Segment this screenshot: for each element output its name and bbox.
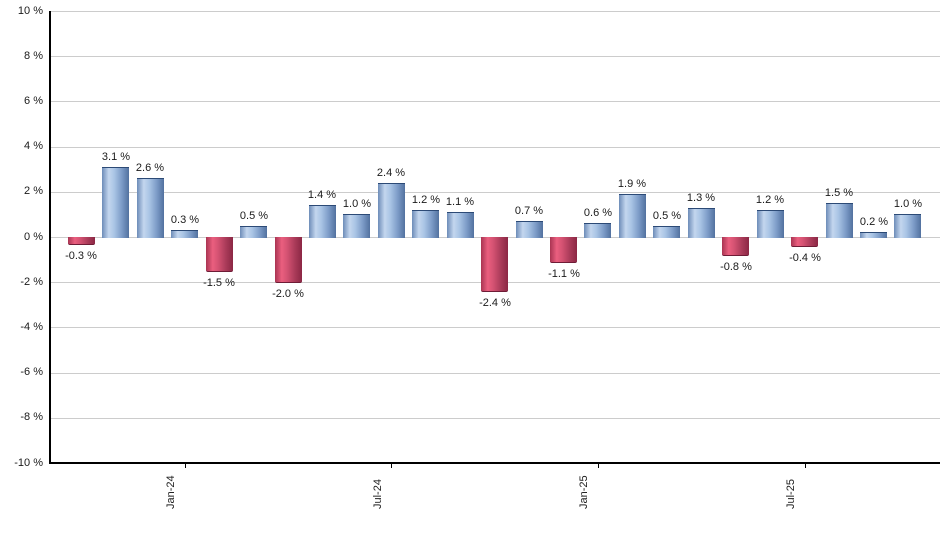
bar [171,230,198,238]
bar [584,223,611,238]
bar-value-label: 3.1 % [101,151,131,163]
bar-value-label: 1.1 % [445,196,475,208]
bar-value-label: -1.1 % [548,268,580,280]
bar [860,232,887,238]
bar-value-label: 0.3 % [170,214,200,226]
x-tick-label: Jul-24 [372,479,384,509]
x-tick-mark [391,463,392,468]
grid-line [49,418,940,419]
y-tick-label: 8 % [24,50,43,62]
bar [619,194,646,238]
x-axis-line [49,462,940,464]
grid-line [49,192,940,193]
bar [309,205,336,238]
bar [516,221,543,238]
bar-value-label: 1.9 % [617,178,647,190]
y-tick-label: 6 % [24,95,43,107]
bar-value-label: 0.5 % [652,210,682,222]
bar-value-label: -0.3 % [65,250,97,262]
y-tick-label: -4 % [20,321,43,333]
bar-value-label: -2.4 % [479,297,511,309]
bar [688,208,715,238]
bar-value-label: 0.2 % [859,216,889,228]
x-tick-mark [598,463,599,468]
y-tick-label: 4 % [24,140,43,152]
bar-value-label: 1.0 % [342,198,372,210]
bar-value-label: 1.0 % [893,198,923,210]
grid-line [49,101,940,102]
bar-value-label: -0.8 % [720,261,752,273]
bar-value-label: 2.6 % [135,162,165,174]
bar [412,210,439,238]
bar [378,183,405,238]
grid-line [49,11,940,12]
grid-line [49,327,940,328]
y-tick-label: -8 % [20,411,43,423]
grid-line [49,147,940,148]
bar-value-label: -2.0 % [272,288,304,300]
bar [275,237,302,283]
bar [206,237,233,272]
bar-value-label: 2.4 % [376,167,406,179]
grid-line [49,373,940,374]
y-tick-label: 10 % [17,5,43,17]
bar [481,237,508,292]
bar [137,178,164,238]
bar-value-label: -0.4 % [789,252,821,264]
bar [757,210,784,238]
bar [791,237,818,247]
y-axis-line [49,11,51,463]
bar [68,237,95,245]
bar [894,214,921,238]
x-tick-label: Jan-25 [578,475,590,509]
bar-value-label: 1.2 % [411,194,441,206]
x-tick-mark [805,463,806,468]
bar [826,203,853,238]
bar [343,214,370,238]
bar [447,212,474,238]
x-tick-label: Jan-24 [165,475,177,509]
y-tick-label: 0 % [24,231,43,243]
bar-value-label: 1.4 % [307,189,337,201]
bar-value-label: 1.2 % [755,194,785,206]
y-tick-label: 2 % [24,185,43,197]
bar-value-label: 0.7 % [514,205,544,217]
y-tick-label: -2 % [20,276,43,288]
bar [102,167,129,238]
grid-line [49,56,940,57]
bar-value-label: -1.5 % [203,277,235,289]
bar-value-label: 1.3 % [686,192,716,204]
x-tick-label: Jul-25 [785,479,797,509]
bar [550,237,577,263]
y-tick-label: -6 % [20,366,43,378]
bar [722,237,749,256]
bar [240,226,267,238]
bar [653,226,680,238]
bar-value-label: 1.5 % [824,187,854,199]
x-tick-mark [185,463,186,468]
bar-value-label: 0.6 % [583,207,613,219]
bar-value-label: 0.5 % [239,210,269,222]
y-tick-label: -10 % [14,457,43,469]
